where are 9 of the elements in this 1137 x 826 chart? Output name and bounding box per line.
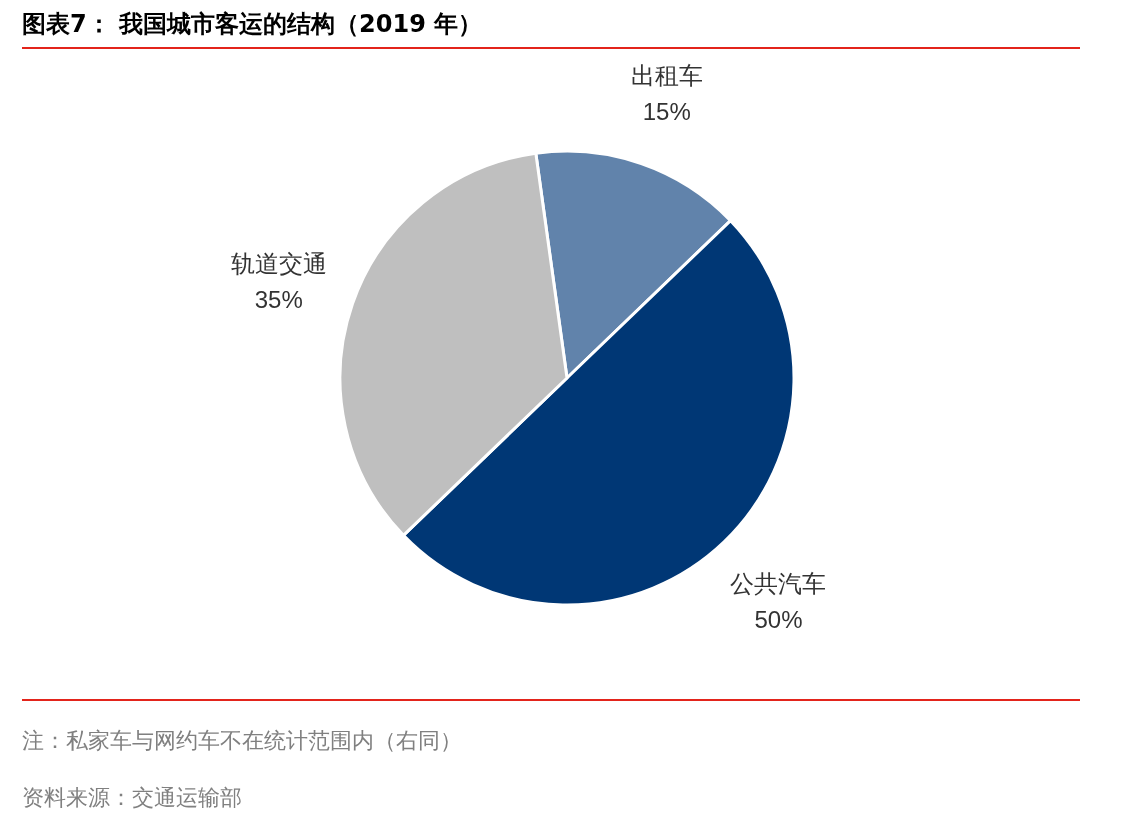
slice-label: 出租车 bbox=[630, 61, 703, 90]
text: 资料来源：交通运输部 bbox=[22, 785, 242, 810]
data-label: 50% bbox=[754, 605, 803, 633]
data-label: 35% bbox=[254, 286, 303, 314]
slice-label: 轨道交通 bbox=[230, 250, 327, 279]
data-label: 15% bbox=[642, 97, 691, 125]
text: 注：私家车与网约车不在统计范围内（右同） bbox=[22, 728, 462, 753]
chart-title: 图表7： 我国城市客运的结构（2019 年） bbox=[22, 10, 483, 38]
slice-label: 公共汽车 bbox=[730, 569, 827, 598]
